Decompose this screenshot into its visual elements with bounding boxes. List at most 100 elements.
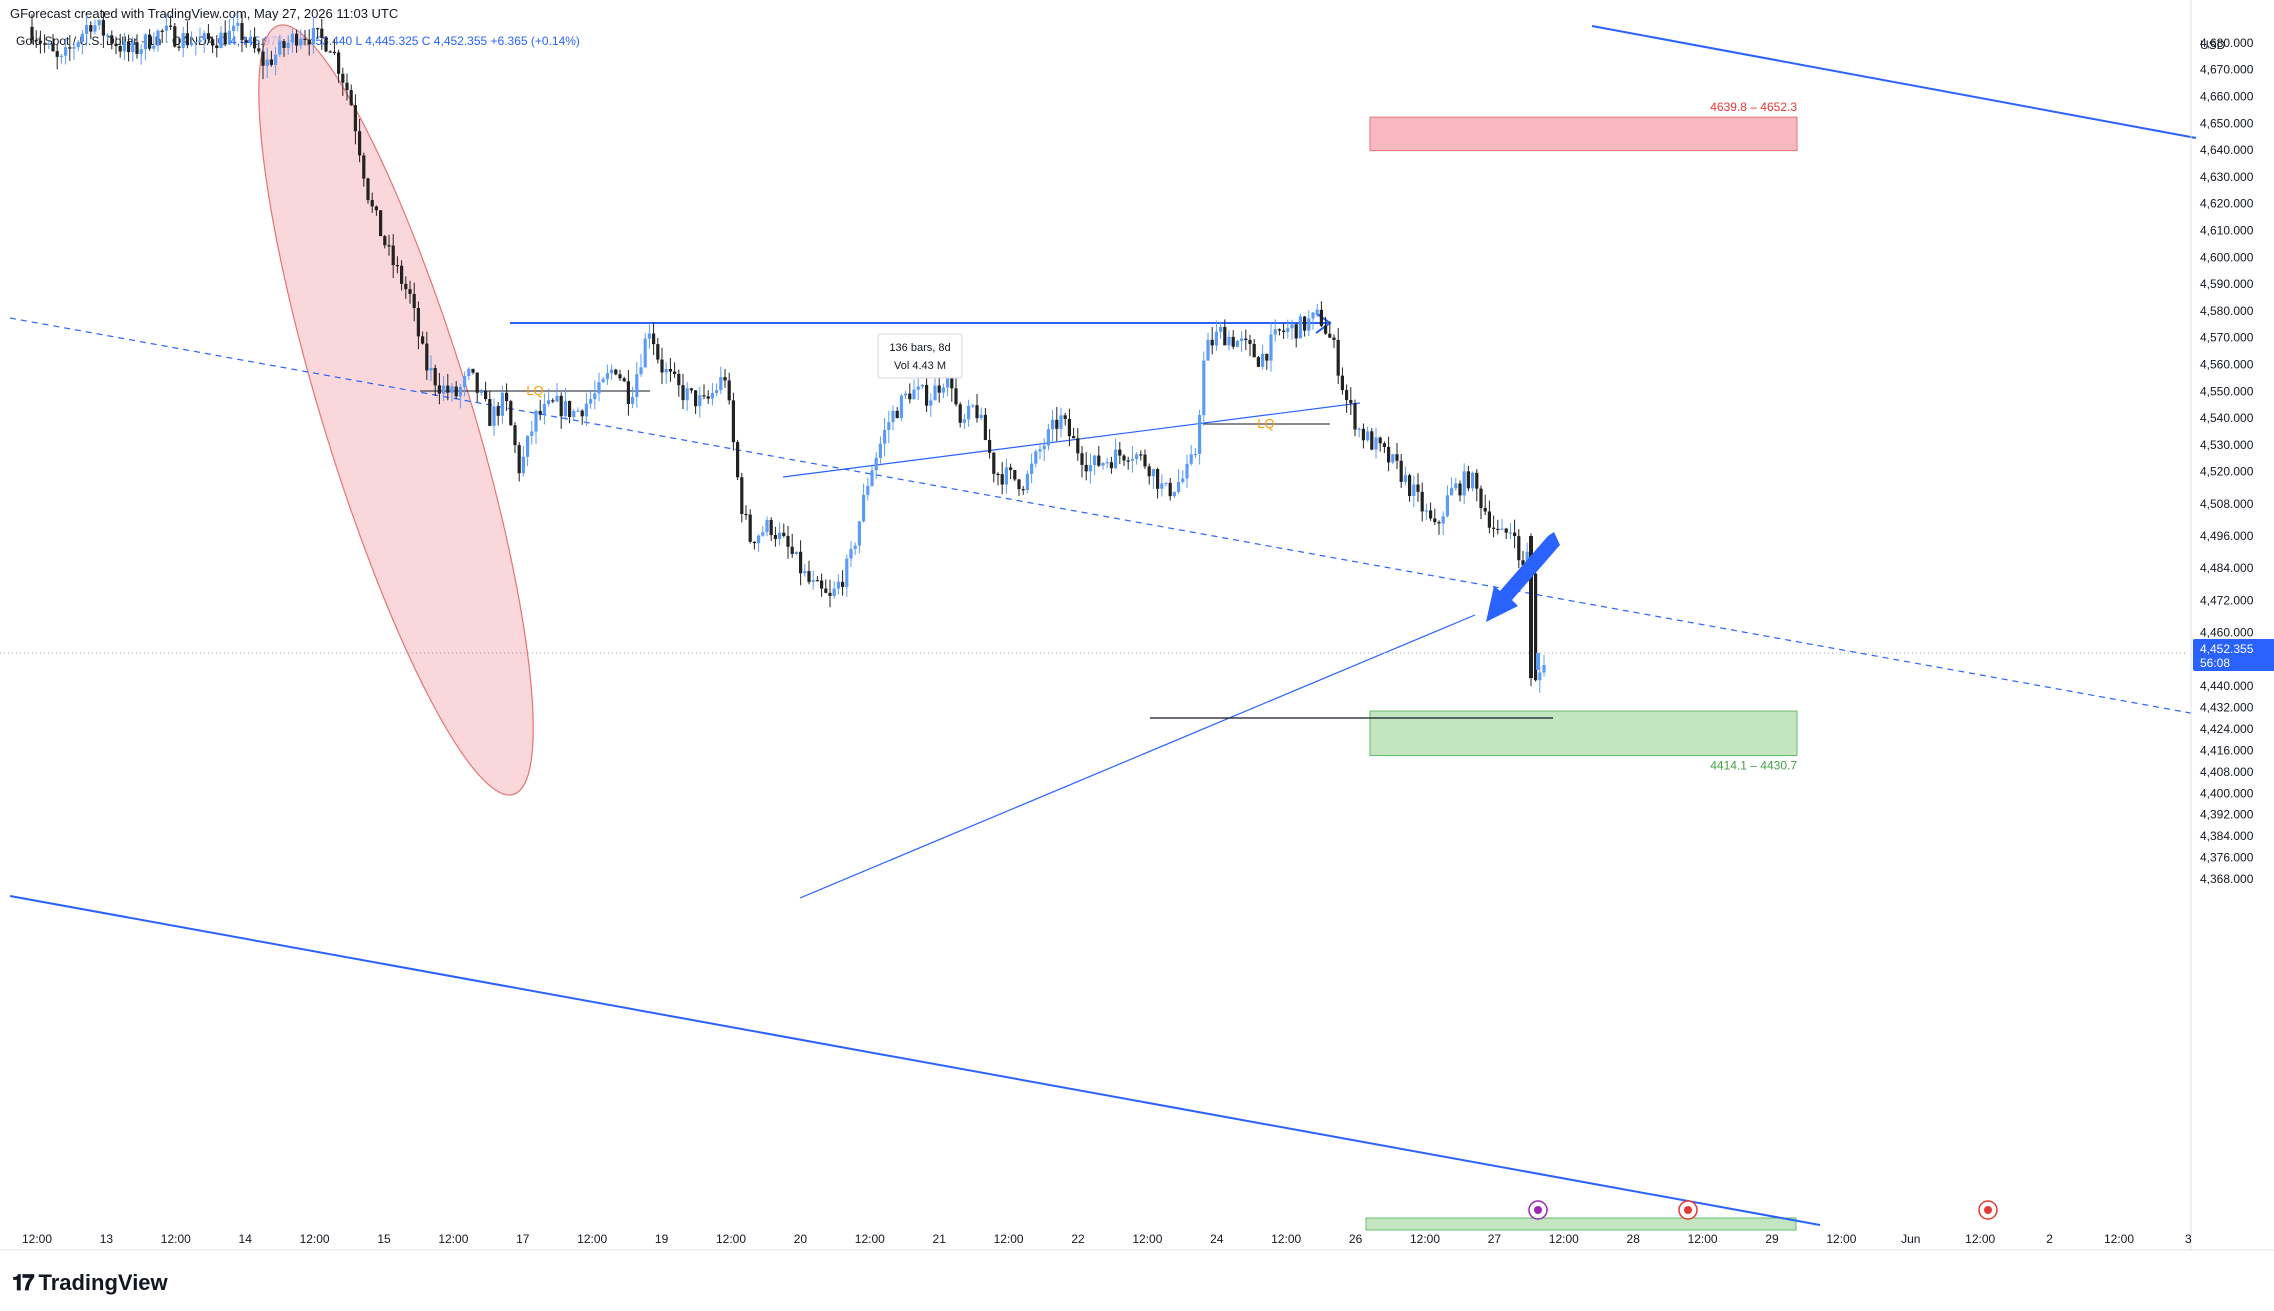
- candle-body: [215, 45, 219, 48]
- time-tick-label: 22: [1071, 1232, 1085, 1246]
- candle-body: [1466, 471, 1470, 489]
- candle-body: [1189, 454, 1193, 464]
- candle-body: [320, 28, 324, 38]
- candle-body: [1340, 375, 1344, 391]
- candle-body: [1462, 471, 1466, 496]
- candle-body: [538, 410, 542, 415]
- candle-body: [324, 37, 328, 52]
- candle-body: [1521, 560, 1525, 566]
- candle-body: [517, 445, 521, 474]
- candle-body: [1353, 403, 1357, 430]
- candle-body: [857, 521, 861, 546]
- candle-body: [891, 410, 895, 423]
- candle-body: [1004, 467, 1008, 485]
- candle-body: [349, 90, 353, 106]
- candle-body: [677, 373, 681, 386]
- candle-body: [988, 440, 992, 453]
- candle-body: [106, 35, 110, 37]
- candle-body: [563, 400, 567, 417]
- candle-body: [1118, 449, 1122, 456]
- candle-body: [799, 551, 803, 574]
- candle-body: [610, 369, 614, 374]
- candle-body: [164, 25, 168, 31]
- candle-body: [1219, 326, 1223, 332]
- candle-body: [1046, 429, 1050, 446]
- candle-body: [1177, 481, 1181, 492]
- time-tick-label: 12:00: [1826, 1232, 1856, 1246]
- candle-body: [194, 42, 198, 44]
- candle-body: [383, 236, 387, 246]
- candle-body: [425, 343, 429, 371]
- price-tick-label: 4,560.000: [2200, 358, 2254, 372]
- wedge-lower-line: [799, 614, 1476, 899]
- candle-body: [43, 43, 47, 45]
- candle-body: [307, 39, 311, 45]
- candle-body: [794, 551, 798, 554]
- price-tick-label: 4,416.000: [2200, 743, 2254, 757]
- time-tick-label: 12:00: [438, 1232, 468, 1246]
- candle-body: [521, 456, 525, 474]
- candle-body: [311, 28, 315, 45]
- lightning-event-icon-dot: [1534, 1206, 1542, 1214]
- candle-body: [366, 178, 370, 201]
- candle-body: [68, 47, 72, 49]
- tradingview-logo[interactable]: 𝟏𝟕 TradingView: [12, 1270, 168, 1296]
- candle-body: [1172, 491, 1176, 497]
- candle-body: [1076, 438, 1080, 454]
- candle-body: [1244, 338, 1248, 341]
- price-tick-label: 4,640.000: [2200, 143, 2254, 157]
- candle-body: [51, 43, 55, 52]
- candle-body: [551, 400, 555, 402]
- candle-body: [605, 373, 609, 380]
- candle-body: [181, 33, 185, 48]
- candle-body: [841, 581, 845, 587]
- candle-body: [458, 387, 462, 397]
- candle-body: [933, 385, 937, 401]
- price-tick-label: 4,440.000: [2200, 679, 2254, 693]
- candle-body: [55, 51, 59, 57]
- candle-body: [971, 405, 975, 407]
- time-tick-label: 3: [2185, 1232, 2192, 1246]
- candle-body: [778, 532, 782, 539]
- candle-body: [769, 520, 773, 536]
- candle-body: [547, 400, 551, 404]
- candle-body: [622, 378, 626, 382]
- candle-body: [1206, 339, 1210, 361]
- candle-body: [391, 245, 395, 266]
- candle-body: [160, 30, 164, 32]
- candle-body: [143, 34, 147, 50]
- price-tick-label: 4,460.000: [2200, 626, 2254, 640]
- candle-body: [1298, 316, 1302, 339]
- candle-body: [815, 580, 819, 582]
- candle-body: [1324, 325, 1328, 334]
- candle-body: [878, 443, 882, 458]
- candle-body: [232, 25, 236, 31]
- candle-body: [925, 384, 929, 406]
- candle-body: [866, 485, 870, 495]
- candle-body: [736, 442, 740, 478]
- candle-body: [790, 546, 794, 554]
- chart-credit: GForecast created with TradingView.com, …: [10, 6, 399, 21]
- candle-body: [1248, 340, 1252, 344]
- candle-body: [1408, 475, 1412, 497]
- candle-body: [1030, 463, 1034, 474]
- candle-body: [278, 41, 282, 55]
- candle-body: [97, 20, 101, 26]
- candle-body: [454, 386, 458, 397]
- candle-body: [362, 155, 366, 179]
- candle-body: [1475, 472, 1479, 489]
- candle-body: [929, 400, 933, 406]
- time-axis[interactable]: 12:00 13 12:00 14 12:00 15 12:00 17 12:00 19 12:00…: [0, 1232, 2274, 1251]
- candle-body: [1525, 551, 1529, 566]
- candle-body: [257, 48, 261, 52]
- candle-body: [488, 399, 492, 426]
- candle-body: [1282, 330, 1286, 332]
- candle-body: [337, 52, 341, 74]
- candle-body: [652, 333, 656, 345]
- candle-body: [1105, 462, 1109, 464]
- candle-body: [979, 414, 983, 419]
- time-tick-label: Jun: [1901, 1232, 1920, 1246]
- price-tick-label: 4,660.000: [2200, 90, 2254, 104]
